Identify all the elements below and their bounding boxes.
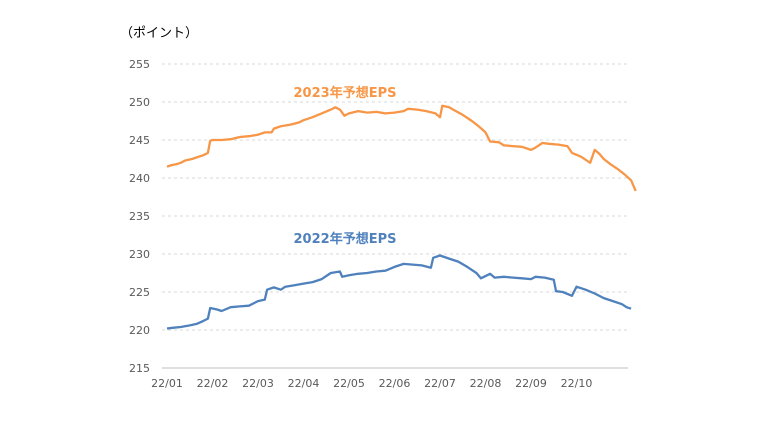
x-tick-label: 22/09 [515,377,547,390]
y-tick-label: 220 [129,324,150,337]
y-unit-label: （ポイント） [120,26,199,41]
y-tick-label: 245 [129,134,150,147]
x-tick-label: 22/07 [424,377,456,390]
series-label-2022-eps: 2022年予想EPS [294,231,397,247]
y-tick-label: 215 [129,362,150,375]
x-tick-label: 22/05 [333,377,365,390]
x-tick-label: 22/02 [197,377,229,390]
y-tick-label: 255 [129,58,150,71]
y-tick-label: 235 [129,210,150,223]
x-tick-label: 22/10 [561,377,593,390]
y-tick-label: 225 [129,286,150,299]
x-tick-label: 22/08 [470,377,502,390]
series-line-2023-eps [166,104,637,192]
x-tick-label: 22/03 [242,377,274,390]
y-tick-label: 250 [129,96,150,109]
series-line-2022-eps [166,254,632,330]
x-tick-label: 22/04 [288,377,320,390]
x-tick-label: 22/01 [151,377,183,390]
series-label-2023-eps: 2023年予想EPS [294,85,397,101]
x-tick-label: 22/06 [379,377,411,390]
y-tick-label: 230 [129,248,150,261]
y-tick-label: 240 [129,172,150,185]
